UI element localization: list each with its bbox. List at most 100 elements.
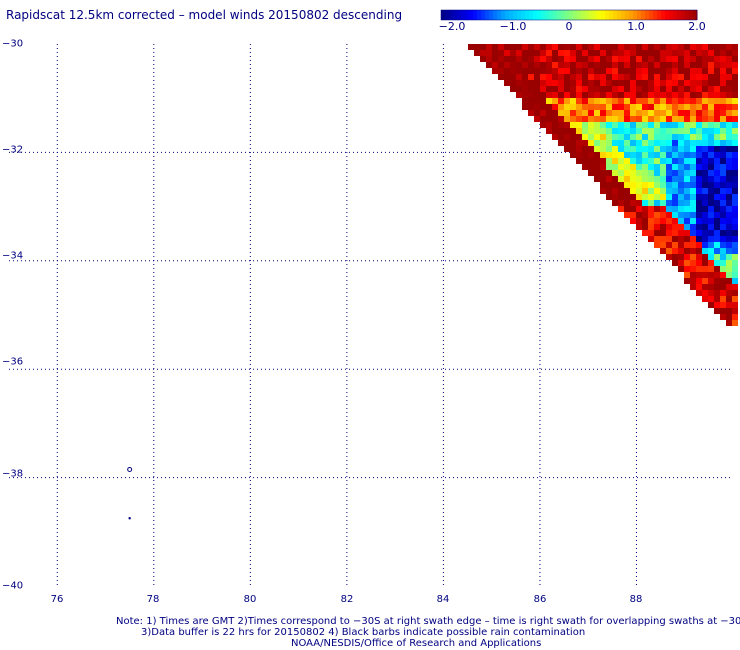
swath-cell [630,176,636,182]
colorbar-segment [569,10,574,20]
swath-cell [624,152,630,158]
swath-cell [606,164,612,170]
swath-cell [618,182,624,188]
swath-cell [720,302,726,308]
swath-cell [684,104,690,110]
swath-cell [648,212,654,218]
swath-cell [702,158,708,164]
swath-cell [708,260,714,266]
swath-cell [576,92,582,98]
swath-cell [642,200,648,206]
swath-cell [636,176,642,182]
swath-cell [618,98,624,104]
swath-cell [678,212,684,218]
swath-cell [522,74,528,80]
swath-cell [720,80,726,86]
swath-cell [636,86,642,92]
swath-cell [492,56,498,62]
swath-cell [720,140,726,146]
swath-cell [720,254,726,260]
swath-cell [690,182,696,188]
colorbar-segment [589,10,594,20]
swath-cell [660,224,666,230]
swath-cell [708,176,714,182]
swath-cell [702,236,708,242]
swath-cell [666,68,672,74]
swath-cell [720,290,726,296]
swath-cell [660,122,666,128]
swath-cell [540,50,546,56]
swath-cell [714,104,720,110]
swath-cell [624,74,630,80]
swath-cell [720,182,726,188]
swath-cell [552,62,558,68]
swath-cell [732,308,738,314]
swath-cell [684,218,690,224]
swath-cell [678,260,684,266]
swath-cell [672,122,678,128]
swath-cell [618,176,624,182]
swath-cell [690,224,696,230]
swath-cell [636,128,642,134]
swath-cell [552,50,558,56]
swath-cell [672,254,678,260]
swath-cell [630,170,636,176]
swath-cell [666,92,672,98]
swath-cell [552,80,558,86]
swath-cell [660,218,666,224]
swath-cell [726,254,732,260]
colorbar-segment [689,10,694,20]
lon-label: 78 [146,594,160,605]
swath-cell [732,200,738,206]
swath-cell [666,74,672,80]
swath-cell [642,152,648,158]
swath-cell [606,80,612,86]
swath-cell [666,128,672,134]
swath-cell [474,50,480,56]
swath-cell [672,260,678,266]
swath-cell [582,164,588,170]
colorbar-segment [605,10,610,20]
swath-cell [726,218,732,224]
colorbar-segment [609,10,614,20]
swath-cell [714,44,720,50]
colorbar-segment [441,10,446,20]
swath-cell [642,128,648,134]
swath-cell [720,104,726,110]
swath-cell [468,44,474,50]
swath-cell [654,182,660,188]
swath-cell [708,62,714,68]
colorbar-segment [485,10,490,20]
swath-cell [636,50,642,56]
swath-cell [522,50,528,56]
swath-cell [594,56,600,62]
swath-cell [726,92,732,98]
swath-cell [660,146,666,152]
colorbar-segment [465,10,470,20]
swath-cell [630,98,636,104]
swath-cell [732,266,738,272]
swath-cell [684,176,690,182]
swath-cell [702,44,708,50]
swath-cell [570,74,576,80]
swath-cell [630,110,636,116]
swath-cell [582,80,588,86]
swath-cell [708,86,714,92]
swath-cell [714,254,720,260]
swath-cell [678,56,684,62]
swath-cell [720,218,726,224]
swath-cell [678,122,684,128]
colorbar-tick-label: 2.0 [688,20,706,33]
swath-cell [696,254,702,260]
swath-cell [492,68,498,74]
swath-cell [570,92,576,98]
swath-cell [564,140,570,146]
swath-cell [714,218,720,224]
swath-cell [708,122,714,128]
swath-cell [702,62,708,68]
swath-cell [678,242,684,248]
swath-cell [612,134,618,140]
swath-cell [690,206,696,212]
swath-cell [636,182,642,188]
swath-cell [540,62,546,68]
